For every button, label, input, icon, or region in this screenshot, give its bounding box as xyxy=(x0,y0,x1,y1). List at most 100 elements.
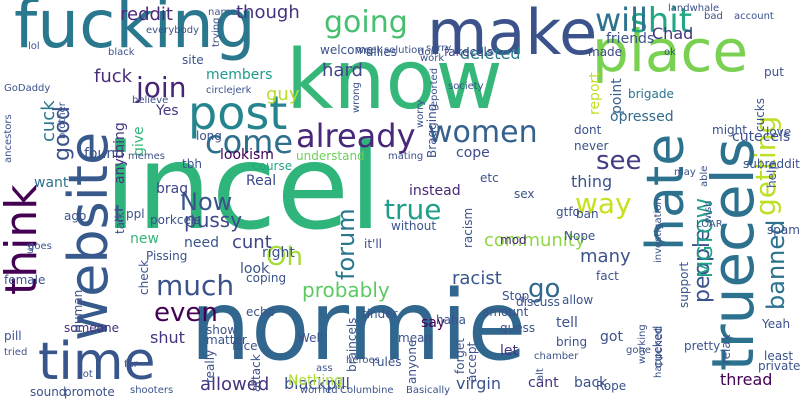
word-rope: Rope xyxy=(596,379,627,393)
word-matter: matter xyxy=(206,333,247,347)
word-new: new xyxy=(130,231,159,247)
word-tbh: tbh xyxy=(182,157,202,171)
word-t: t xyxy=(114,200,124,228)
word-tried: tried xyxy=(4,347,28,358)
word-pussy: pussy xyxy=(184,208,243,232)
word-dont: dont xyxy=(574,123,602,137)
word-mod: mod xyxy=(500,233,527,247)
word-allow: allow xyxy=(562,293,594,307)
word-made: made xyxy=(588,45,623,59)
word-come: come xyxy=(205,123,294,161)
word-community: community xyxy=(484,230,586,251)
word-spam: spam xyxy=(767,223,800,237)
word-believe: believe xyxy=(132,95,169,106)
word-oh: Oh xyxy=(266,242,303,272)
word-shooters: shooters xyxy=(130,385,174,396)
word-attack: attack xyxy=(249,354,263,392)
word-members: members xyxy=(206,67,273,83)
word-real: Real xyxy=(246,173,277,189)
word-chamber: chamber xyxy=(534,351,579,362)
word-someone: someone xyxy=(64,321,119,335)
word-least: least xyxy=(764,349,794,363)
word-thread: thread xyxy=(720,370,773,389)
word-friends: friends xyxy=(606,31,655,47)
word-us: us xyxy=(25,242,36,254)
word-fakecels: fakecels xyxy=(444,45,494,59)
word-even: even xyxy=(154,298,218,328)
word-discuss: discuss xyxy=(516,295,560,309)
word-black: black xyxy=(108,47,135,58)
word-place: place xyxy=(592,17,749,85)
word-hate: hate xyxy=(636,133,696,251)
word-really: really xyxy=(203,349,217,383)
word-investigation: investigation xyxy=(653,198,664,263)
word-pissing: Pissing xyxy=(146,249,188,263)
word-circlejerk: circlejerk xyxy=(206,85,252,96)
word-love: love xyxy=(766,125,792,139)
word-virgin: virgin xyxy=(456,374,501,393)
word-want: want xyxy=(34,175,69,191)
word-right: right xyxy=(262,245,295,261)
word-say: say xyxy=(421,315,446,331)
word-society: society xyxy=(448,81,484,92)
word-deleted: deleted xyxy=(460,44,521,63)
word-don: don xyxy=(418,47,437,58)
word-yeah: Yeah xyxy=(762,317,791,331)
word-week: week xyxy=(356,45,383,56)
word-normie: normie xyxy=(190,270,527,382)
word-tell: tell xyxy=(556,315,578,331)
word-sex: sex xyxy=(514,187,535,201)
word-landwhale: landwhale xyxy=(668,3,720,14)
word-need: need xyxy=(184,235,219,251)
word-pretty: pretty xyxy=(684,339,721,353)
word-columbine: Columbine xyxy=(340,385,394,396)
word-yes: Yes xyxy=(156,103,179,119)
word-probably: probably xyxy=(302,278,390,302)
word-female: female xyxy=(4,273,46,287)
word-course: course xyxy=(252,159,293,173)
word-welcome: welcome xyxy=(320,43,374,57)
word-it-ll: it'll xyxy=(364,237,383,251)
word-ago: ago xyxy=(64,209,87,223)
word-fact: fact xyxy=(596,269,619,283)
word-shut: shut xyxy=(150,328,185,347)
word-haha: haha xyxy=(436,313,466,327)
word-allies: allies xyxy=(366,45,397,59)
word-human: Human xyxy=(71,289,85,333)
word-women: women xyxy=(428,115,538,150)
word-support: support xyxy=(677,261,691,308)
word-ancestors: ancestors xyxy=(3,114,14,163)
word-ass: ass xyxy=(316,363,333,374)
word-incel: incel xyxy=(104,118,382,256)
word-able: able xyxy=(699,165,710,187)
word-worry: worry xyxy=(415,99,426,128)
word-lol: lol xyxy=(28,41,40,52)
word-help: help xyxy=(765,162,779,188)
word-bring: bring xyxy=(556,335,588,349)
word-will: will xyxy=(595,1,648,39)
word-know: know xyxy=(286,33,503,128)
word-see: see xyxy=(596,146,642,176)
word-basically: Basically xyxy=(406,385,451,396)
word-cuck: cuck xyxy=(38,100,59,142)
word-report: report xyxy=(587,72,603,115)
word-happened: happened xyxy=(653,327,664,378)
word-godaddy: GoDaddy xyxy=(4,83,51,94)
word-hard: hard xyxy=(322,60,363,81)
word-sorry: sorry xyxy=(426,43,452,54)
word-much: much xyxy=(156,269,235,302)
word-wrong: wrong xyxy=(351,82,362,113)
word-sound: sound xyxy=(30,385,67,399)
word-go: go xyxy=(528,274,561,304)
word-blackpill: blackpill xyxy=(284,374,350,393)
word-lot: lot xyxy=(80,369,93,380)
word-anything: anything xyxy=(112,122,128,184)
word-echo: echo xyxy=(246,305,275,319)
word-bragging: Bragging xyxy=(425,103,439,158)
word-cope: cope xyxy=(456,145,490,161)
word-show: show xyxy=(206,323,238,337)
word-tinder: tinder xyxy=(362,307,398,321)
word-racism: racism xyxy=(461,207,475,248)
word-account: account xyxy=(734,11,774,22)
word-never: never xyxy=(574,139,609,153)
